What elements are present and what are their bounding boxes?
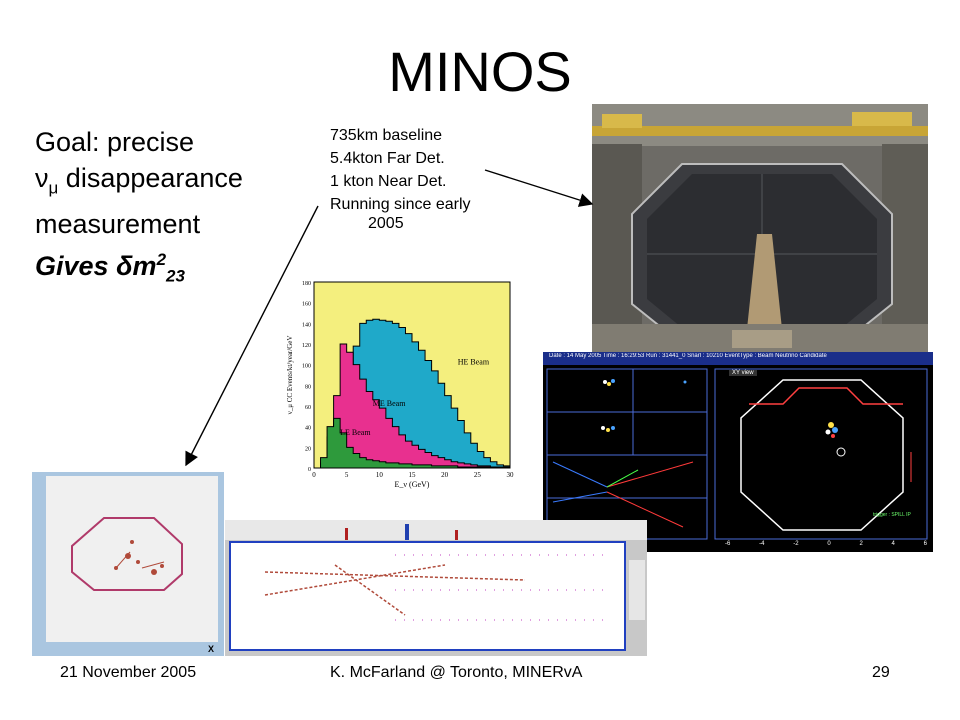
event-x-tick: 6 xyxy=(923,541,927,547)
goal-line-2: νμ disappearance xyxy=(35,160,243,206)
goal-line-3: measurement xyxy=(35,209,201,240)
page-number: 29 xyxy=(872,664,890,681)
far-event-display: Date : 14 May 2005 Time : 16:29:53 Run :… xyxy=(543,352,933,552)
event-x-tick: -2 xyxy=(793,541,799,547)
y-tick-label: 20 xyxy=(305,446,311,452)
y-tick-label: 0 xyxy=(308,467,311,473)
x-tick-label: 15 xyxy=(409,471,417,479)
footer-date: 21 November 2005 xyxy=(60,664,197,681)
goal-line-4: Gives δm223 xyxy=(35,242,243,294)
series-label-me-beam: ME Beam xyxy=(373,399,406,408)
x-axis-label: E_ν (GeV) xyxy=(395,480,430,489)
trigger-label: trigger : SPILL IP xyxy=(873,512,911,518)
delta-symbol: δ xyxy=(116,251,133,282)
x-tick-label: 10 xyxy=(376,471,384,479)
series-label-le-beam: LE Beam xyxy=(340,428,371,437)
x-tick-label: 5 xyxy=(345,471,349,479)
detector-facts: 735km baseline 5.4kton Far Det. 1 kton N… xyxy=(330,124,471,232)
event-x-tick: -4 xyxy=(759,541,765,547)
series-area-me-beam xyxy=(314,343,511,469)
event-x-tick: 0 xyxy=(827,541,831,547)
x-tick-label: 20 xyxy=(441,471,449,479)
fact-running-year: 2005 xyxy=(368,215,404,232)
y-tick-label: 160 xyxy=(302,302,311,308)
near-xy-art xyxy=(46,476,218,642)
gives-text: Gives xyxy=(35,251,117,282)
near-x-axis-label: X xyxy=(208,644,215,654)
y-tick-label: 80 xyxy=(305,384,311,390)
y-axis-label: ν_μ CC Events/kt/year/GeV xyxy=(286,336,294,415)
arrow-to-near-detector xyxy=(185,205,319,467)
event-x-tick: 4 xyxy=(891,541,895,547)
x-tick-label: 25 xyxy=(474,471,482,479)
m-subscript: 23 xyxy=(166,266,185,286)
event-x-tick: 2 xyxy=(859,541,863,547)
series-area-le-beam xyxy=(314,417,510,469)
y-tick-label: 140 xyxy=(302,322,311,328)
nu-symbol: ν xyxy=(35,163,49,193)
fact-far-det: 5.4kton Far Det. xyxy=(330,150,445,167)
xy-view-label: XY view xyxy=(729,370,757,376)
y-tick-label: 60 xyxy=(305,405,311,411)
fact-baseline: 735km baseline xyxy=(330,127,443,144)
goal-text: Goal: precise νμ disappearance measureme… xyxy=(35,124,243,295)
mu-subscript: μ xyxy=(48,178,59,198)
footer-author: K. McFarland @ Toronto, MINERvA xyxy=(330,664,583,681)
y-tick-label: 180 xyxy=(302,281,311,287)
far-detector-photo xyxy=(592,104,928,354)
y-tick-label: 100 xyxy=(302,364,311,370)
y-tick-label: 40 xyxy=(305,426,311,432)
x-tick-label: 30 xyxy=(507,471,515,479)
far-detector-photo-art xyxy=(592,104,928,354)
beam-flux-svg: 0 20 40 60 80 100 120 140 160 180 0 5 10 15 20 25 30 E_ν … xyxy=(286,281,515,489)
event-display-art xyxy=(546,368,928,540)
event-x-tick: -6 xyxy=(725,541,731,547)
x-tick-label: 0 xyxy=(312,471,316,479)
m-superscript: 2 xyxy=(156,250,167,270)
event-header: Date : 14 May 2005 Time : 16:29:53 Run :… xyxy=(549,353,827,359)
fact-near-det: 1 kton Near Det. xyxy=(330,173,447,190)
near-event-display-xy: X xyxy=(32,472,224,656)
event-x-ticks: -6 -4 -2 0 2 4 6 xyxy=(725,541,927,547)
near-z-art xyxy=(225,520,647,651)
goal-line-2-rest: disappearance xyxy=(58,163,243,193)
arrow-to-far-detector xyxy=(484,169,594,207)
beam-flux-chart: 0 20 40 60 80 100 120 140 160 180 0 5 10 15 20 25 30 E_ν … xyxy=(280,276,518,496)
event-header-bar xyxy=(543,352,933,365)
series-label-he-beam: HE Beam xyxy=(458,358,490,367)
goal-line-1: Goal: precise xyxy=(35,127,195,157)
fact-running: Running since early xyxy=(330,196,471,213)
slide-title: MINOS xyxy=(388,40,572,103)
y-tick-label: 120 xyxy=(302,343,311,349)
m-symbol: m xyxy=(132,251,157,282)
near-event-display-zview xyxy=(225,520,647,656)
